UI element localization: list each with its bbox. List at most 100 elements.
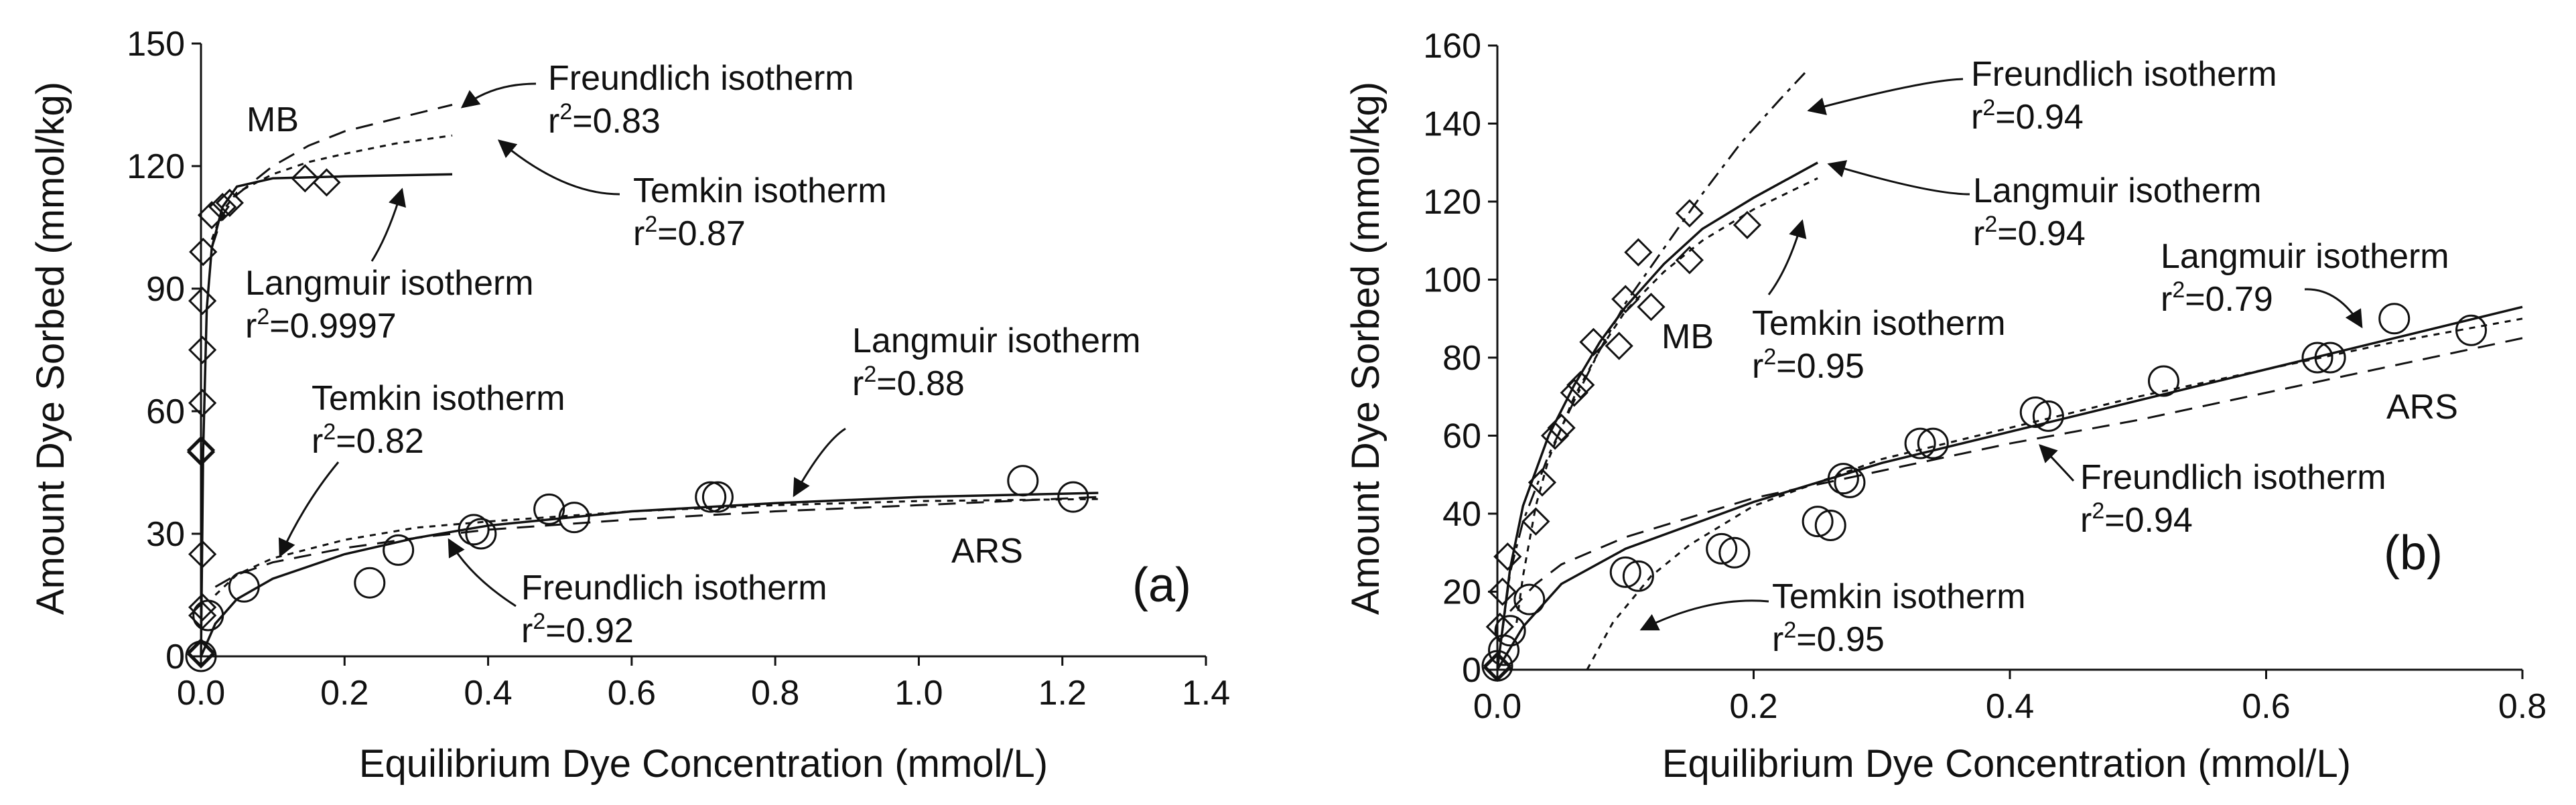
- panel-a-point-mb: [188, 593, 217, 621]
- panel-a-point-mb: [189, 237, 218, 267]
- panel-b-annotation-arrow-mb-temkin: [1767, 219, 1807, 295]
- panel-b-y-tick-label: 80: [1442, 339, 1481, 378]
- panel-b-point-ars: [1494, 615, 1526, 647]
- panel-b-annotation-mb-freundlich-r2: r2=0.94: [1971, 95, 2084, 137]
- panel-b-y-tick-label: 0: [1462, 651, 1481, 690]
- panel-a-annotation-arrow-ars-freundlich: [448, 538, 517, 607]
- panel-b-point-mb: [1579, 327, 1608, 356]
- panel-b-point-ars: [2032, 400, 2064, 432]
- panel-b-point-mb: [1547, 413, 1576, 442]
- panel-b-point-ars: [1513, 583, 1546, 615]
- panel-a-point-ars: [354, 567, 386, 599]
- panel-b-point-mb: [1560, 378, 1588, 407]
- panel-b-point-mb: [1675, 199, 1704, 228]
- panel-a-annotation-mb-label: MB: [247, 100, 299, 139]
- panel-a-annotation-ars-label: ARS: [951, 532, 1023, 571]
- panel-b-point-mb: [1566, 370, 1595, 399]
- panel-b-annotation-ars-freundlich-label: Freundlich isotherm: [2080, 458, 2386, 497]
- panel-b-y-axis-title: Amount Dye Sorbed (mmol/kg): [1344, 82, 1387, 615]
- panel-a-point-ars: [558, 502, 590, 534]
- panel-a-point-mb: [186, 638, 216, 667]
- panel-a-annotation-arrow-mb-langmuir: [370, 188, 406, 262]
- panel-b-annotation-ars-langmuir-label: Langmuir isotherm: [2161, 237, 2449, 276]
- panel-b-point-ars: [1609, 556, 1641, 588]
- panel-a-annotation-mb-temkin-r2: r2=0.87: [633, 212, 746, 253]
- panel-b-annotation-mb-temkin-label: Temkin isotherm: [1752, 304, 2006, 343]
- panel-a-point-mb: [197, 201, 226, 230]
- panel-b-fit-line-ars-freundlich: [1509, 337, 2523, 612]
- panel-b-point-ars: [1904, 427, 1936, 459]
- panel-b-point-mb: [1485, 612, 1514, 642]
- panel-a-point-ars: [192, 599, 224, 632]
- panel-a-x-tick-label: 1.4: [1182, 674, 1230, 713]
- panel-a-point-ars: [465, 518, 497, 550]
- panel-b-annotation-ars-label: ARS: [2386, 388, 2458, 427]
- panel-b-x-tick-label: 0.4: [1986, 687, 2034, 726]
- panel-b-y-tick-label: 60: [1442, 417, 1481, 456]
- panel-a-annotation-mb-langmuir-r2: r2=0.9997: [245, 304, 397, 346]
- panel-a-x-tick-label: 0.2: [320, 674, 368, 713]
- panel-a-annotation-mb-langmuir-label: Langmuir isotherm: [245, 264, 534, 303]
- panel-b-annotation-mb-label: MB: [1662, 317, 1714, 356]
- panel-a-point-ars: [1057, 481, 1089, 513]
- panel-b-annotation-mb-freundlich-label: Freundlich isotherm: [1971, 55, 2277, 94]
- panel-a-y-tick-label: 150: [127, 25, 185, 64]
- panel-a-annotation-ars-langmuir-r2: r2=0.88: [852, 362, 965, 403]
- panel-b-x-tick-label: 0.6: [2242, 687, 2290, 726]
- panel-a-annotation-ars-langmuir-label: Langmuir isotherm: [852, 321, 1141, 360]
- panel-a-point-ars: [458, 514, 490, 546]
- panel-b-point-ars: [1827, 463, 1859, 495]
- panel-b-annotation-ars-freundlich-r2: r2=0.94: [2080, 498, 2193, 540]
- panel-b-point-ars: [2378, 303, 2411, 335]
- panel-b-point-mb: [1521, 507, 1550, 536]
- panel-a-x-tick-label: 0.0: [177, 674, 225, 713]
- panel-b-y-tick-label: 160: [1423, 27, 1481, 66]
- panel-a-point-ars: [701, 481, 734, 513]
- panel-a-annotation-ars-temkin-r2: r2=0.82: [312, 419, 424, 461]
- panel-b-panel-label: (b): [2384, 526, 2443, 580]
- panel-b-y-tick-label: 140: [1423, 105, 1481, 144]
- panel-b-annotation-arrow-mb-freundlich: [1807, 78, 1964, 115]
- panel-b-x-tick-label: 0.0: [1473, 687, 1521, 726]
- panel-b-point-ars: [1718, 536, 1751, 569]
- panel-a-point-mb: [186, 640, 216, 669]
- panel-a-fit-line-ars-temkin: [214, 498, 1099, 596]
- panel-b-point-mb: [1605, 332, 1633, 360]
- panel-b-annotation-ars-temkin-label: Temkin isotherm: [1772, 577, 2026, 616]
- panel-b-y-tick-label: 120: [1423, 183, 1481, 222]
- panel-a-annotation-mb-temkin-label: Temkin isotherm: [633, 171, 887, 210]
- panel-b-point-mb: [1637, 293, 1666, 321]
- panel-a-annotation-mb-freundlich-label: Freundlich isotherm: [548, 59, 854, 98]
- panel-b-annotation-arrow-ars-temkin: [1639, 599, 1769, 631]
- panel-a-point-ars: [533, 493, 565, 525]
- panel-a-point-ars: [383, 534, 415, 566]
- panel-b-annotation-arrow-ars-freundlich: [2039, 444, 2075, 482]
- panel-b-point-ars: [1834, 466, 1866, 498]
- panel-b-point-mb: [1488, 577, 1517, 606]
- panel-b-point-ars: [1814, 509, 1846, 541]
- panel-b-x-axis-title: Equilibrium Dye Concentration (mmol/L): [1662, 742, 2351, 786]
- panel-a-annotation-arrow-ars-langmuir: [793, 427, 846, 498]
- panel-b-fit-line-mb-temkin: [1515, 177, 1818, 624]
- panel-a-panel-label: (a): [1132, 559, 1191, 612]
- panel-a-point-mb: [186, 435, 216, 465]
- panel-b-point-ars: [1917, 427, 1949, 459]
- panel-b-annotation-ars-langmuir-r2: r2=0.79: [2161, 277, 2273, 319]
- panel-a-point-mb: [312, 168, 341, 197]
- panel-a-point-mb: [291, 164, 320, 193]
- panel-a-y-tick-label: 0: [165, 638, 185, 676]
- panel-a-annotation-arrow-mb-temkin: [497, 139, 620, 196]
- panel-b-fit-line-mb-langmuir: [1496, 161, 1818, 670]
- panel-a-annotation-arrow-mb-freundlich: [460, 82, 537, 108]
- panel-a-point-mb: [208, 192, 237, 222]
- panel-b-point-mb: [1540, 421, 1570, 450]
- panel-b-point-ars: [2455, 314, 2487, 346]
- panel-a-point-mb: [188, 540, 217, 569]
- panel-b-point-mb: [1733, 210, 1762, 240]
- panel-a-annotation-mb-freundlich-r2: r2=0.83: [548, 99, 661, 141]
- panel-a-x-tick-label: 1.0: [894, 674, 943, 713]
- panel-a-annotation-ars-temkin-label: Temkin isotherm: [312, 379, 565, 418]
- panel-a-y-tick-label: 90: [146, 270, 185, 309]
- panel-b-x-tick-label: 0.8: [2498, 687, 2547, 726]
- panel-b-annotation-ars-temkin-r2: r2=0.95: [1772, 617, 1885, 659]
